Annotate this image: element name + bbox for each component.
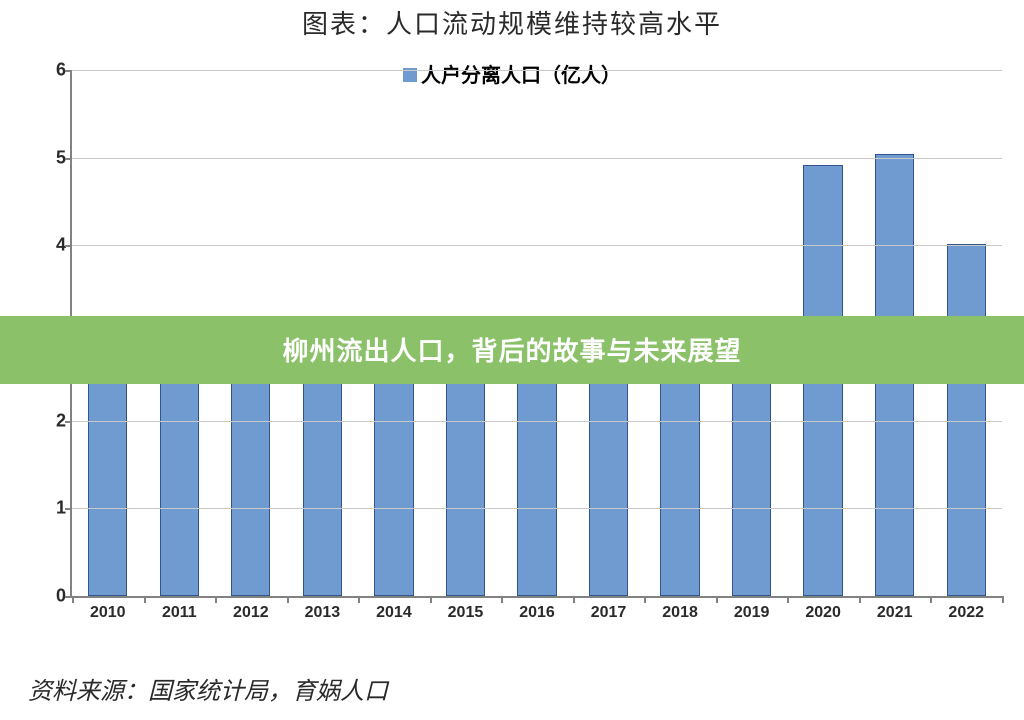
x-tick-mark <box>787 596 789 603</box>
gridline <box>72 158 1002 159</box>
x-tick-mark <box>1002 596 1004 603</box>
source-text: 资料来源：国家统计局，育娲人口 <box>28 671 388 706</box>
x-tick-label: 2020 <box>805 604 841 622</box>
y-tick-label: 0 <box>42 586 66 607</box>
x-tick-mark <box>430 596 432 603</box>
y-tick-mark <box>65 421 72 423</box>
x-tick-mark <box>716 596 718 603</box>
x-tick-mark <box>859 596 861 603</box>
y-tick-mark <box>65 245 72 247</box>
overlay-band: 柳州流出人口，背后的故事与未来展望 <box>0 316 1024 384</box>
bar <box>88 366 127 596</box>
x-tick-label: 2021 <box>877 604 913 622</box>
bar <box>160 358 199 596</box>
y-tick-label: 4 <box>42 235 66 256</box>
gridline <box>72 70 1002 71</box>
gridline <box>72 508 1002 509</box>
overlay-text: 柳州流出人口，背后的故事与未来展望 <box>282 331 741 368</box>
x-tick-label: 2015 <box>448 604 484 622</box>
y-tick-label: 2 <box>42 410 66 431</box>
x-tick-label: 2018 <box>662 604 698 622</box>
chart-title: 图表：人口流动规模维持较高水平 <box>0 0 1024 41</box>
y-tick-mark <box>65 508 72 510</box>
y-tick-mark <box>65 158 72 160</box>
gridline <box>72 245 1002 246</box>
y-tick-label: 1 <box>42 498 66 519</box>
bar <box>231 351 270 596</box>
x-tick-mark <box>144 596 146 603</box>
x-tick-mark <box>287 596 289 603</box>
x-tick-mark <box>215 596 217 603</box>
x-tick-label: 2014 <box>376 604 412 622</box>
x-tick-label: 2019 <box>734 604 770 622</box>
bar <box>732 349 771 596</box>
x-tick-mark <box>358 596 360 603</box>
x-tick-label: 2017 <box>591 604 627 622</box>
y-tick-mark <box>65 596 72 598</box>
x-tick-mark <box>501 596 503 603</box>
y-tick-mark <box>65 70 72 72</box>
x-tick-label: 2016 <box>519 604 555 622</box>
x-tick-label: 2013 <box>305 604 341 622</box>
y-tick-label: 6 <box>42 60 66 81</box>
x-tick-mark <box>930 596 932 603</box>
x-tick-label: 2011 <box>162 604 197 622</box>
x-tick-mark <box>72 596 74 603</box>
x-tick-label: 2022 <box>948 604 984 622</box>
gridline <box>72 421 1002 422</box>
x-tick-label: 2010 <box>90 604 126 622</box>
x-tick-label: 2012 <box>233 604 269 622</box>
y-tick-label: 5 <box>42 147 66 168</box>
x-tick-mark <box>644 596 646 603</box>
x-tick-mark <box>573 596 575 603</box>
